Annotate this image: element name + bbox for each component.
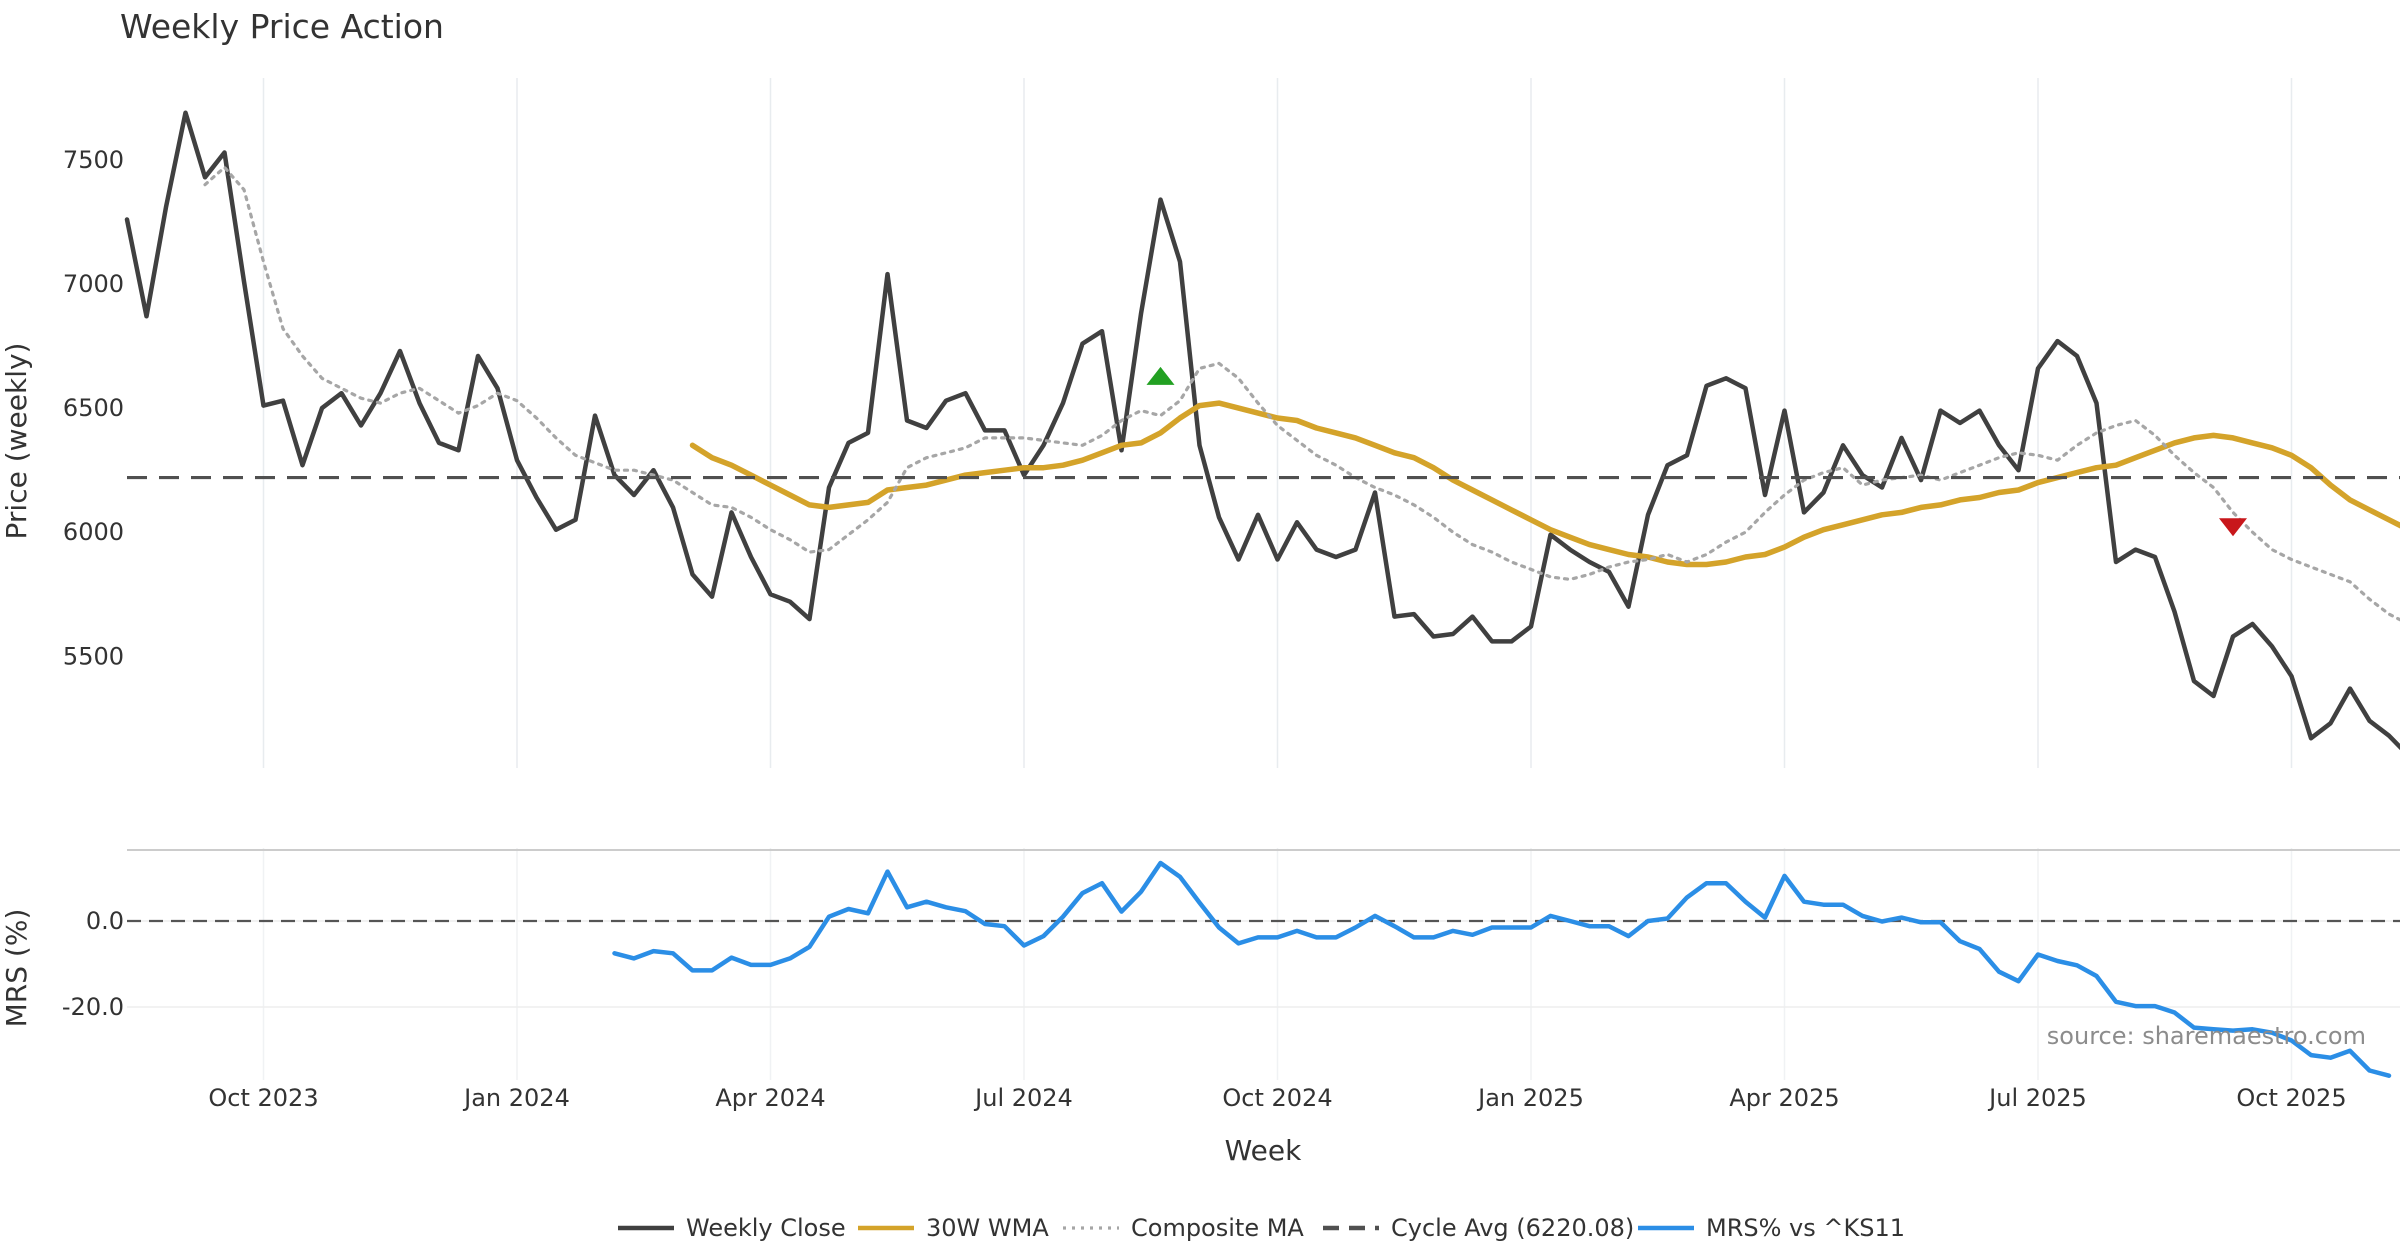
legend-label: Weekly Close xyxy=(686,1214,846,1242)
legend-entry: Composite MA xyxy=(1063,1214,1304,1242)
mrs-y-tick-label: 0.0 xyxy=(86,907,124,935)
legend-entry: Cycle Avg (6220.08) xyxy=(1323,1214,1634,1242)
price-y-axis-label: Price (weekly) xyxy=(0,343,33,540)
x-tick-label: Oct 2023 xyxy=(208,1084,318,1112)
x-tick-label: Jul 2024 xyxy=(973,1084,1073,1112)
price-y-tick-label: 7500 xyxy=(63,146,124,174)
grid-layer xyxy=(262,78,2293,1080)
mrs-y-axis-label: MRS (%) xyxy=(0,909,33,1028)
series-composite-ma xyxy=(203,165,2400,622)
x-tick-label: Apr 2024 xyxy=(715,1084,825,1112)
x-axis-label: Week xyxy=(1225,1134,1302,1167)
price-y-tick-label: 5500 xyxy=(63,642,124,670)
series-30w-wma xyxy=(689,400,2400,568)
x-tick-label: Jul 2025 xyxy=(1987,1084,2087,1112)
legend-entry: MRS% vs ^KS11 xyxy=(1638,1214,1905,1242)
legend-entry: 30W WMA xyxy=(858,1214,1049,1242)
sell-signal-marker xyxy=(2219,518,2247,537)
price-y-tick-label: 6000 xyxy=(63,518,124,546)
mrs-y-tick-label: -20.0 xyxy=(62,993,124,1021)
x-tick-label: Oct 2025 xyxy=(2236,1084,2346,1112)
buy-signal-marker xyxy=(1146,366,1175,385)
x-tick-label: Jan 2024 xyxy=(462,1084,570,1112)
legend-entry: Weekly Close xyxy=(618,1214,846,1242)
source-note: source: sharemaestro.com xyxy=(2047,1022,2366,1050)
price-y-tick-label: 6500 xyxy=(63,394,124,422)
x-tick-label: Apr 2025 xyxy=(1729,1084,1839,1112)
legend: Weekly Close 30W WMA Composite MA Cycle Avg… xyxy=(618,1214,1905,1242)
mrs-panel: 0.0 -20.0 MRS (%) xyxy=(0,849,2400,1078)
chart-title: Weekly Price Action xyxy=(120,7,444,46)
price-panel: 5500 6000 6500 7000 7500 Price (weekly) xyxy=(0,110,2400,751)
x-tick-label: Oct 2024 xyxy=(1222,1084,1332,1112)
series-weekly-close xyxy=(124,110,2400,751)
series-mrs-line xyxy=(612,860,2392,1078)
legend-label: 30W WMA xyxy=(926,1214,1049,1242)
x-tick-label: Jan 2025 xyxy=(1476,1084,1584,1112)
legend-label: MRS% vs ^KS11 xyxy=(1706,1214,1905,1242)
legend-label: Cycle Avg (6220.08) xyxy=(1391,1214,1634,1242)
price-y-tick-label: 7000 xyxy=(63,270,124,298)
x-axis: Oct 2023 Jan 2024 Apr 2024 Jul 2024 Oct 2024… xyxy=(208,1084,2346,1112)
legend-label: Composite MA xyxy=(1131,1214,1304,1242)
